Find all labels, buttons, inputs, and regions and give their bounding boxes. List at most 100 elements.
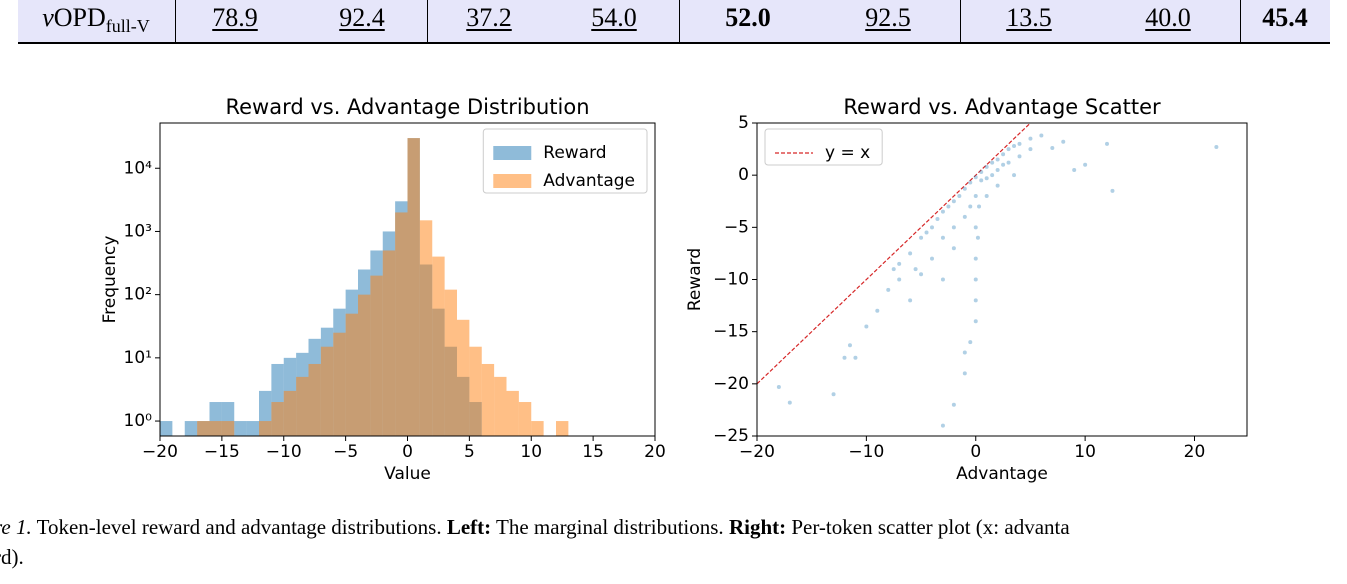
scatter-point: [935, 216, 940, 221]
x-tick-label: 0: [970, 442, 981, 462]
scatter-point: [975, 235, 980, 240]
plot-area: [160, 138, 569, 436]
table-cell: 54.0: [591, 3, 637, 32]
bar: [556, 421, 569, 436]
scatter-point: [1001, 162, 1006, 167]
x-tick-label: −10: [266, 442, 302, 462]
scatter-point: [1012, 173, 1017, 178]
bar: [432, 256, 445, 436]
x-tick-label: −15: [204, 442, 240, 462]
scatter-point: [886, 287, 891, 292]
x-tick-label: −10: [848, 442, 884, 462]
bar: [370, 275, 383, 436]
y-tick-label: −10: [713, 270, 749, 290]
scatter-point: [968, 340, 973, 345]
legend-label: y = x: [825, 143, 870, 163]
table-row: vOPDfull-V 78.9 92.4 37.2 54.0 52.0 92.5 13.5 4…: [18, 0, 1330, 44]
caption-text: Token-level reward and advantage distrib…: [31, 515, 447, 539]
table-cell: 92.4: [339, 3, 385, 32]
scatter-point: [973, 175, 978, 180]
scatter-point: [930, 256, 934, 261]
caption-text: rd).: [0, 545, 24, 569]
y-axis-label: Frequency: [100, 236, 120, 324]
scatter-point: [853, 355, 858, 360]
scatter-point: [984, 194, 989, 199]
scatter-point: [979, 178, 984, 183]
scatter-point: [1006, 160, 1011, 165]
scatter-point: [990, 173, 995, 178]
x-tick-label: 5: [464, 442, 475, 462]
caption-text: The marginal distributions.: [491, 515, 729, 539]
y-tick-label: −5: [724, 217, 749, 237]
scatter-point: [1001, 152, 1006, 157]
bar: [358, 294, 371, 436]
legend: y = x: [764, 128, 883, 166]
x-tick-label: 15: [582, 442, 604, 462]
scatter-point: [995, 183, 1000, 188]
scatter-point: [787, 400, 792, 405]
separator: [427, 0, 428, 42]
bar: [296, 376, 309, 436]
scatter-point: [968, 180, 973, 185]
scatter-point: [1072, 167, 1077, 172]
scatter-point: [951, 246, 956, 251]
scatter-point: [940, 423, 945, 428]
axes-frame: [756, 122, 1248, 437]
scatter-point: [897, 261, 902, 266]
legend-swatch: [493, 146, 532, 160]
scatter-point: [951, 225, 956, 230]
plot-area: [757, 123, 1219, 428]
bar: [184, 421, 198, 436]
legend-swatch: [493, 174, 532, 188]
table-cell: 40.0: [1145, 3, 1191, 32]
table-cell: 37.2: [466, 3, 512, 32]
caption-label: re 1.: [0, 515, 32, 539]
bar: [209, 421, 222, 436]
y-tick-label: −15: [713, 322, 749, 342]
scatter-point: [962, 186, 967, 191]
x-axis-label: Value: [384, 464, 431, 484]
scatter-point: [897, 277, 902, 282]
y-tick-label: 10²: [124, 285, 152, 305]
x-tick-label: 10: [1074, 442, 1096, 462]
scatter-point: [973, 256, 978, 261]
scatter-point: [842, 355, 847, 360]
separator: [679, 0, 680, 42]
scatter-point: [995, 167, 1000, 172]
y-tick-label: 10³: [124, 221, 152, 241]
scatter-point: [1061, 139, 1066, 144]
separator: [175, 0, 176, 42]
caption-text: Per-token scatter plot (x: advanta: [786, 515, 1070, 539]
scatter-point: [957, 194, 962, 199]
chart-title: Reward vs. Advantage Scatter: [843, 95, 1161, 119]
x-tick-label: 20: [644, 442, 666, 462]
separator: [960, 0, 961, 42]
scatter-point: [940, 235, 945, 240]
table-cell: 92.5: [865, 3, 911, 32]
scatter-point: [1110, 188, 1115, 193]
caption-bold: Left:: [446, 515, 492, 539]
scatter-point: [930, 225, 934, 230]
scatter-point: [940, 277, 945, 282]
scatter-point: [913, 267, 918, 272]
x-tick-label: 0: [402, 442, 413, 462]
caption: re 1. Token-level reward and advantage d…: [0, 512, 1070, 572]
bar: [481, 363, 495, 436]
scatter-point: [979, 170, 984, 175]
scatter-point: [973, 277, 978, 282]
bar: [494, 376, 507, 436]
scatter-point: [1006, 147, 1011, 152]
bar: [395, 212, 408, 436]
scatter-point: [908, 298, 913, 303]
scatter-point: [1028, 147, 1033, 152]
chart-title: Reward vs. Advantage Distribution: [225, 95, 589, 119]
scatter-point: [847, 343, 852, 348]
scatter-point: [1017, 154, 1022, 159]
scatter-point: [1083, 162, 1088, 167]
bar: [382, 250, 396, 436]
bar: [457, 319, 470, 436]
scatter-point: [1105, 141, 1109, 146]
label-sub: full-V: [105, 16, 150, 37]
scatter-point: [973, 194, 978, 199]
